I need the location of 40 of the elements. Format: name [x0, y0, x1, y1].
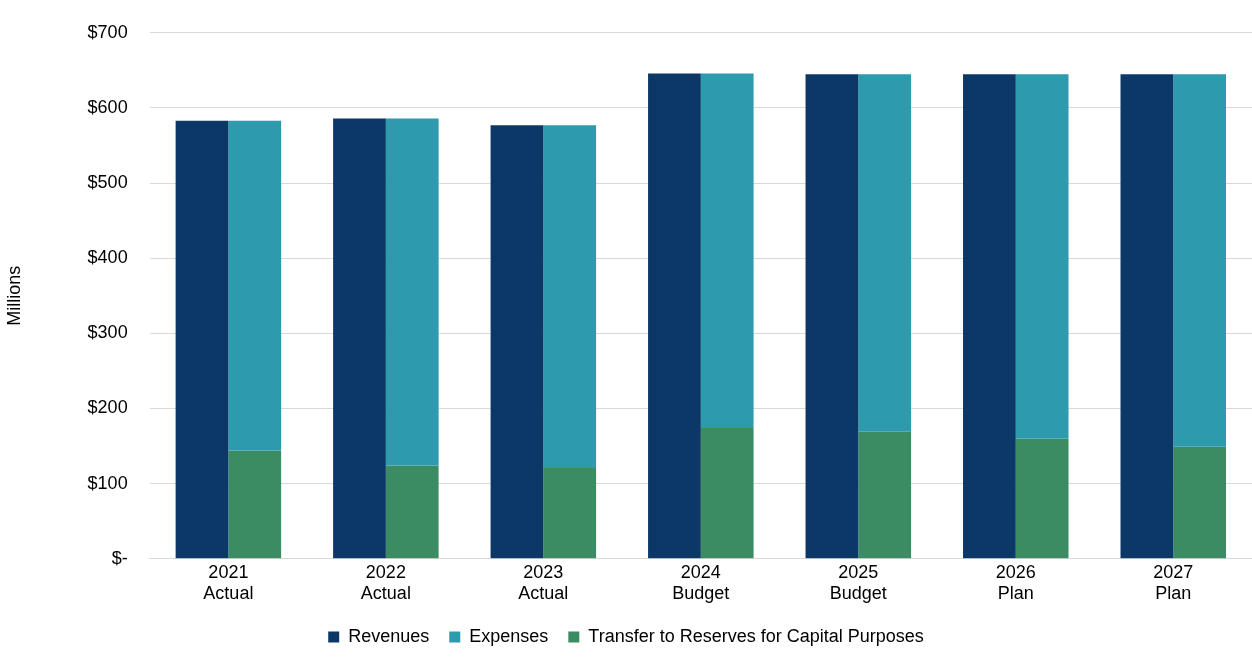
bar	[333, 118, 386, 559]
y-tick-label: $100	[87, 472, 128, 493]
y-tick-label: $600	[87, 96, 128, 117]
legend-label: Revenues	[348, 625, 430, 646]
bar	[543, 467, 597, 559]
bar	[385, 465, 439, 559]
bar	[1015, 438, 1069, 559]
x-tick-label: 2021 Actual	[203, 561, 254, 604]
y-tick-label: $400	[87, 247, 128, 268]
x-tick-label: 2027 Plan	[1153, 561, 1194, 604]
x-tick-label: 2026 Plan	[995, 561, 1036, 604]
bar	[1173, 446, 1227, 559]
bar	[1120, 74, 1174, 559]
bar	[1015, 74, 1069, 439]
x-tick-label: 2024 Budget	[672, 561, 730, 604]
y-tick-label: $700	[87, 21, 128, 42]
bar	[385, 118, 439, 466]
y-tick-label: $-	[111, 547, 128, 568]
y-tick-label: $300	[87, 322, 128, 343]
bar	[228, 450, 282, 559]
bar	[858, 431, 912, 559]
x-tick-label: 2023 Actual	[518, 561, 569, 604]
y-axis-title: Millions	[3, 265, 24, 326]
bar	[858, 74, 912, 432]
bar	[490, 125, 544, 559]
legend-label: Transfer to Reserves for Capital Purposes	[588, 625, 924, 646]
bar	[1173, 74, 1227, 447]
bar	[963, 74, 1016, 559]
bar	[648, 73, 701, 559]
bar	[805, 74, 859, 559]
legend-label: Expenses	[469, 625, 549, 646]
bar	[175, 120, 229, 559]
bar	[700, 73, 754, 429]
x-tick-label: 2025 Budget	[829, 561, 887, 604]
x-tick-label: 2022 Actual	[360, 561, 411, 604]
y-tick-label: $500	[87, 172, 128, 193]
y-tick-label: $200	[87, 397, 128, 418]
bar	[228, 120, 282, 451]
bar	[543, 125, 597, 468]
bar	[700, 428, 754, 559]
